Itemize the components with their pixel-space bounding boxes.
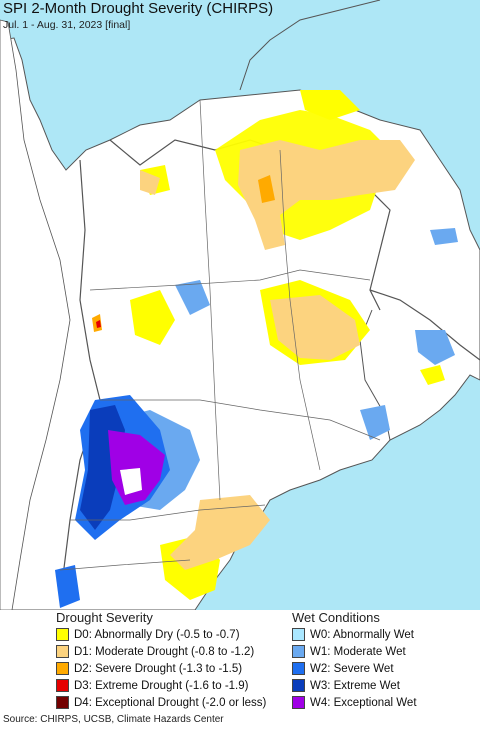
w0-patch: [120, 468, 142, 495]
province-border: [199, 99, 221, 501]
legend-label: D1: Moderate Drought (-0.8 to -1.2): [74, 645, 255, 658]
legend-label: D4: Exceptional Drought (-2.0 or less): [74, 696, 267, 709]
legend-item-d1: D1: Moderate Drought (-0.8 to -1.2): [56, 643, 254, 660]
w1-patch: [430, 228, 458, 245]
legend-item-d2: D2: Severe Drought (-1.3 to -1.5): [56, 660, 242, 677]
swatch-w3: [292, 679, 305, 692]
swatch-w4: [292, 696, 305, 709]
legend-label: W0: Abnormally Wet: [310, 628, 414, 641]
legend-item-w0: W0: Abnormally Wet: [292, 626, 414, 643]
chile-coast: [0, 19, 71, 610]
legend-label: D3: Extreme Drought (-1.6 to -1.9): [74, 679, 249, 692]
province-border: [70, 504, 266, 521]
country-border: [59, 159, 101, 601]
swatch-d4: [56, 696, 69, 709]
d0-patch: [420, 365, 445, 385]
d0-patch: [300, 90, 360, 120]
province-border: [100, 399, 381, 441]
map-subtitle: Jul. 1 - Aug. 31, 2023 [final]: [3, 19, 131, 31]
d1-patch: [238, 140, 415, 250]
map-panel: SPI 2-Month Drought Severity (CHIRPS) Ju…: [0, 0, 480, 610]
legend-item-w4: W4: Exceptional Wet: [292, 694, 417, 711]
swatch-w2: [292, 662, 305, 675]
legend-item-w3: W3: Extreme Wet: [292, 677, 400, 694]
map-title: SPI 2-Month Drought Severity (CHIRPS): [3, 0, 274, 17]
province-border: [279, 149, 321, 471]
swatch-d3: [56, 679, 69, 692]
legend-label: W4: Exceptional Wet: [310, 696, 417, 709]
province-border: [59, 559, 191, 571]
d1-patch: [170, 495, 270, 570]
legend-label: D0: Abnormally Dry (-0.5 to -0.7): [74, 628, 240, 641]
country-border: [369, 289, 480, 361]
legend-label: W3: Extreme Wet: [310, 679, 400, 692]
legend-item-d3: D3: Extreme Drought (-1.6 to -1.9): [56, 677, 248, 694]
legend-label: W1: Moderate Wet: [310, 645, 406, 658]
w1-patch: [415, 330, 455, 365]
country-border: [239, 0, 381, 91]
swatch-d0: [56, 628, 69, 641]
legend-item-d0: D0: Abnormally Dry (-0.5 to -0.7): [56, 626, 240, 643]
w1-patch: [175, 280, 210, 315]
swatch-d2: [56, 662, 69, 675]
swatch-w0: [292, 628, 305, 641]
province-border: [89, 269, 371, 291]
source-credit: Source: CHIRPS, UCSB, Climate Hazards Ce…: [3, 714, 224, 725]
d3-patch: [96, 320, 101, 328]
legend-item-w2: W2: Severe Wet: [292, 660, 394, 677]
legend-item-w1: W1: Moderate Wet: [292, 643, 406, 660]
drought-map: [0, 0, 480, 610]
w1-patch: [360, 405, 390, 440]
drought-legend-heading: Drought Severity: [56, 610, 153, 625]
swatch-w1: [292, 645, 305, 658]
wet-legend-heading: Wet Conditions: [292, 610, 380, 625]
d0-patch: [130, 290, 175, 345]
legend-label: D2: Severe Drought (-1.3 to -1.5): [74, 662, 243, 675]
legend-label: W2: Severe Wet: [310, 662, 394, 675]
d1-patch: [140, 170, 160, 195]
d1-patch: [270, 295, 360, 360]
legend-item-d4: D4: Exceptional Drought (-2.0 or less): [56, 694, 266, 711]
w2-patch: [55, 565, 80, 608]
swatch-d1: [56, 645, 69, 658]
w4-patch: [108, 430, 165, 505]
legend: Drought Severity Wet Conditions D0: Abno…: [0, 610, 480, 710]
d2-patch: [258, 175, 275, 203]
